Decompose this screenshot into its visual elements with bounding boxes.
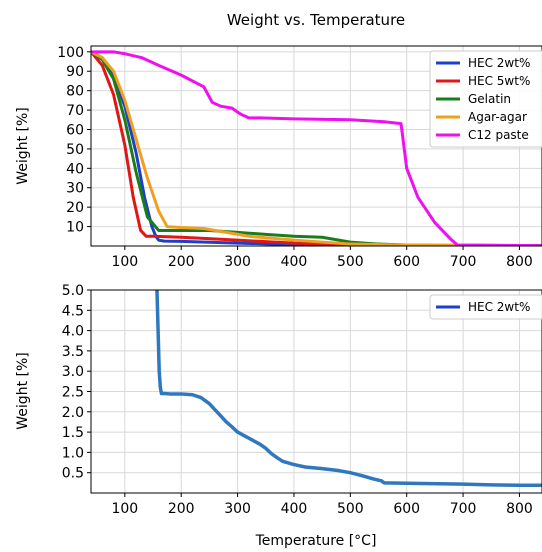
top-x-tick-label: 600 bbox=[393, 254, 420, 270]
bot-x-tick-label: 400 bbox=[281, 501, 308, 517]
bot-y-tick-label: 2.0 bbox=[62, 405, 84, 421]
bot-y-tick-label: 4.0 bbox=[62, 324, 84, 340]
top-x-tick-label: 700 bbox=[450, 254, 477, 270]
bottom-panel-x-ticks: 100 200 300 400 500 600 700 800 bbox=[111, 493, 532, 517]
top-panel-y-axis-title: Weight [%] bbox=[15, 107, 31, 184]
top-legend-label: Gelatin bbox=[468, 92, 511, 106]
top-y-tick-label: 90 bbox=[66, 64, 84, 80]
x-axis-title: Temperature [°C] bbox=[255, 533, 377, 549]
bottom-panel-y-ticks: 0.5 1.0 1.5 2.0 2.5 3.0 3.5 4.0 4.5 5.0 bbox=[62, 283, 91, 482]
bot-x-tick-label: 200 bbox=[168, 501, 195, 517]
bottom-panel-legend: HEC 2wt% bbox=[430, 295, 542, 319]
top-x-tick-label: 500 bbox=[337, 254, 364, 270]
figure-title: Weight vs. Temperature bbox=[227, 11, 405, 29]
bot-x-tick-label: 700 bbox=[450, 501, 477, 517]
top-y-tick-label: 10 bbox=[66, 220, 84, 236]
top-y-tick-label: 70 bbox=[66, 103, 84, 119]
bot-y-tick-label: 0.5 bbox=[62, 466, 84, 482]
top-panel-x-ticks: 100 200 300 400 500 600 700 800 bbox=[111, 246, 532, 270]
bot-x-tick-label: 800 bbox=[506, 501, 533, 517]
top-y-tick-label: 50 bbox=[66, 142, 84, 158]
bot-y-tick-label: 4.5 bbox=[62, 303, 84, 319]
bottom-panel: 100 200 300 400 500 600 700 800 0.5 1.0 1.5 2.0 2.5… bbox=[15, 283, 542, 549]
top-y-tick-label: 100 bbox=[57, 45, 84, 61]
top-legend-label: HEC 2wt% bbox=[468, 56, 530, 70]
bot-x-tick-label: 300 bbox=[224, 501, 251, 517]
top-y-tick-label: 40 bbox=[66, 161, 84, 177]
bot-x-tick-label: 600 bbox=[393, 501, 420, 517]
top-y-tick-label: 20 bbox=[66, 200, 84, 216]
top-panel-legend: HEC 2wt% HEC 5wt% Gelatin Agar-agar C12 past… bbox=[430, 51, 542, 147]
bot-y-tick-label: 1.5 bbox=[62, 425, 84, 441]
top-y-tick-label: 80 bbox=[66, 84, 84, 100]
bot-y-tick-label: 3.5 bbox=[62, 344, 84, 360]
top-y-tick-label: 30 bbox=[66, 181, 84, 197]
bot-y-tick-label: 1.0 bbox=[62, 445, 84, 461]
top-panel: 100 200 300 400 500 600 700 800 10 20 30 40 50 60 70 8… bbox=[15, 45, 542, 270]
bot-y-tick-label: 3.0 bbox=[62, 364, 84, 380]
bottom-panel-y-axis-title: Weight [%] bbox=[15, 352, 31, 429]
top-legend-label: Agar-agar bbox=[468, 110, 527, 124]
top-x-tick-label: 200 bbox=[168, 254, 195, 270]
top-x-tick-label: 300 bbox=[224, 254, 251, 270]
top-legend-label: HEC 5wt% bbox=[468, 74, 530, 88]
top-panel-y-ticks: 10 20 30 40 50 60 70 80 90 100 bbox=[57, 45, 91, 236]
top-x-tick-label: 100 bbox=[111, 254, 138, 270]
top-x-tick-label: 800 bbox=[506, 254, 533, 270]
top-x-tick-label: 400 bbox=[281, 254, 308, 270]
bot-x-tick-label: 500 bbox=[337, 501, 364, 517]
bot-y-tick-label: 5.0 bbox=[62, 283, 84, 299]
bot-y-tick-label: 2.5 bbox=[62, 385, 84, 401]
top-legend-label: C12 paste bbox=[468, 128, 529, 142]
bot-legend-label: HEC 2wt% bbox=[468, 300, 530, 314]
top-y-tick-label: 60 bbox=[66, 122, 84, 138]
bot-x-tick-label: 100 bbox=[111, 501, 138, 517]
